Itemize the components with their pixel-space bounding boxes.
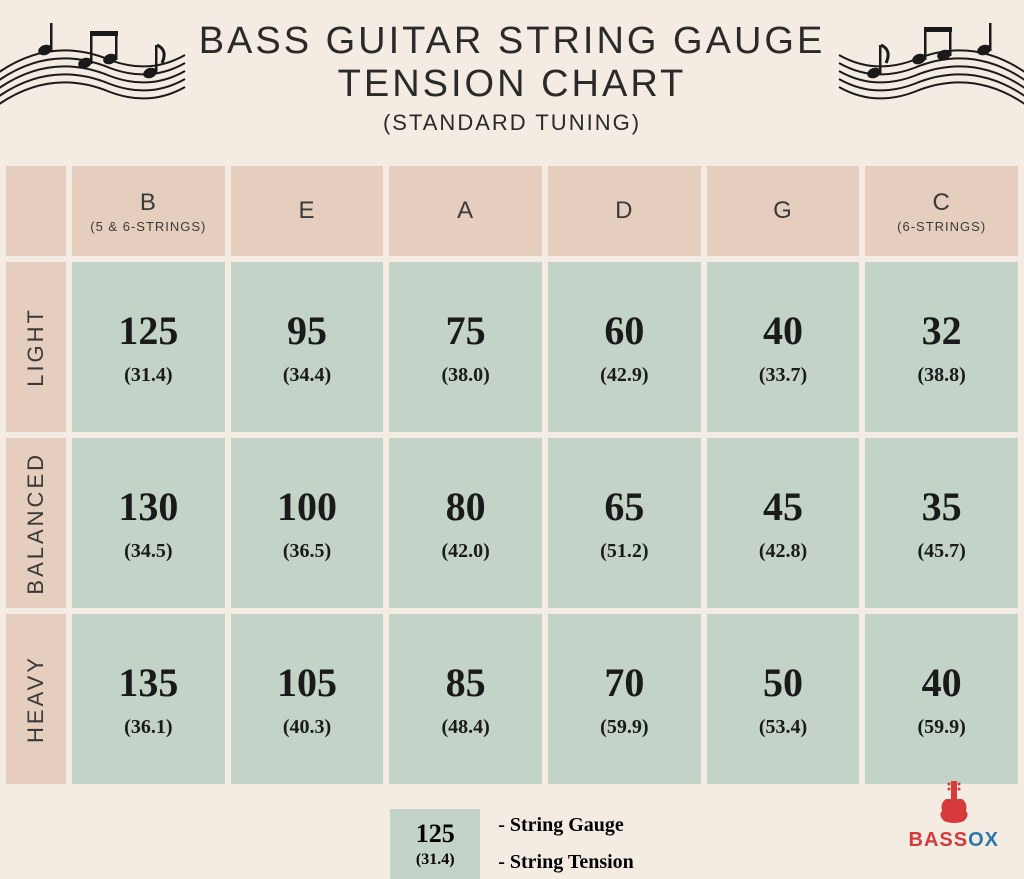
gauge-value: 35 (922, 483, 962, 530)
legend-labels: - String Gauge - String Tension (498, 814, 634, 874)
music-notes-right-icon (834, 15, 1024, 115)
column-name: D (615, 197, 633, 225)
tension-value: (42.8) (759, 540, 807, 563)
gauge-value: 50 (763, 659, 803, 706)
gauge-value: 65 (604, 483, 644, 530)
gauge-value: 130 (118, 483, 178, 530)
bass-guitar-icon (934, 779, 974, 824)
gauge-value: 75 (446, 307, 486, 354)
tension-value: (33.7) (759, 364, 807, 387)
column-header: C (6-STRINGS) (865, 166, 1018, 256)
data-cell: 60 (42.9) (548, 262, 701, 432)
row-name: BALANCED (23, 452, 49, 595)
tension-table: B (5 & 6-STRINGS) E A D G C (6-STRINGS) LIGHT 125… (0, 166, 1024, 784)
tension-value: (31.4) (124, 364, 172, 387)
legend-tension-label: - String Tension (498, 851, 634, 874)
data-cell: 95 (34.4) (231, 262, 384, 432)
column-header: D (548, 166, 701, 256)
gauge-value: 40 (922, 659, 962, 706)
column-header: E (231, 166, 384, 256)
legend-example-tension: (31.4) (416, 851, 455, 869)
column-sublabel: (5 & 6-STRINGS) (90, 219, 206, 234)
tension-value: (38.8) (918, 364, 966, 387)
column-name: B (140, 189, 157, 217)
logo-text: BASSOX (909, 829, 999, 852)
gauge-value: 40 (763, 307, 803, 354)
gauge-value: 70 (604, 659, 644, 706)
tension-value: (42.9) (600, 364, 648, 387)
gauge-value: 100 (277, 483, 337, 530)
tension-value: (59.9) (600, 716, 648, 739)
music-notes-left-icon (0, 15, 190, 115)
chart-header: BASS GUITAR STRING GAUGE TENSION CHART (… (0, 0, 1024, 136)
tension-value: (34.4) (283, 364, 331, 387)
data-cell: 75 (38.0) (389, 262, 542, 432)
row-header: BALANCED (6, 438, 66, 608)
data-cell: 85 (48.4) (389, 614, 542, 784)
tension-value: (34.5) (124, 540, 172, 563)
column-name: G (773, 197, 793, 225)
legend-gauge-label: - String Gauge (498, 814, 634, 837)
blank-corner (6, 166, 66, 256)
tension-value: (36.1) (124, 716, 172, 739)
data-cell: 70 (59.9) (548, 614, 701, 784)
tension-value: (45.7) (918, 540, 966, 563)
column-name: A (457, 197, 474, 225)
row-header: HEAVY (6, 614, 66, 784)
data-cell: 35 (45.7) (865, 438, 1018, 608)
row-name: LIGHT (23, 307, 49, 387)
gauge-value: 95 (287, 307, 327, 354)
data-cell: 80 (42.0) (389, 438, 542, 608)
column-header: A (389, 166, 542, 256)
data-cell: 105 (40.3) (231, 614, 384, 784)
data-cell: 40 (33.7) (707, 262, 860, 432)
legend-example-gauge: 125 (416, 819, 455, 849)
row-name: HEAVY (23, 655, 49, 743)
gauge-value: 85 (446, 659, 486, 706)
data-cell: 125 (31.4) (72, 262, 225, 432)
row-header: LIGHT (6, 262, 66, 432)
tension-value: (42.0) (442, 540, 490, 563)
data-cell: 50 (53.4) (707, 614, 860, 784)
tension-value: (59.9) (918, 716, 966, 739)
gauge-value: 125 (118, 307, 178, 354)
column-header: G (707, 166, 860, 256)
gauge-value: 60 (604, 307, 644, 354)
tension-value: (51.2) (600, 540, 648, 563)
gauge-value: 45 (763, 483, 803, 530)
column-sublabel: (6-STRINGS) (897, 219, 986, 234)
data-cell: 65 (51.2) (548, 438, 701, 608)
gauge-value: 32 (922, 307, 962, 354)
data-cell: 32 (38.8) (865, 262, 1018, 432)
column-name: E (298, 197, 315, 225)
column-name: C (932, 189, 950, 217)
data-cell: 45 (42.8) (707, 438, 860, 608)
tension-value: (36.5) (283, 540, 331, 563)
gauge-value: 105 (277, 659, 337, 706)
brand-logo: BASSOX (909, 779, 999, 852)
column-header: B (5 & 6-STRINGS) (72, 166, 225, 256)
data-cell: 100 (36.5) (231, 438, 384, 608)
gauge-value: 135 (118, 659, 178, 706)
tension-value: (40.3) (283, 716, 331, 739)
tension-value: (48.4) (442, 716, 490, 739)
legend-swatch: 125 (31.4) (390, 809, 480, 879)
chart-legend: 125 (31.4) - String Gauge - String Tensi… (0, 809, 1024, 879)
tension-value: (38.0) (442, 364, 490, 387)
data-cell: 40 (59.9) (865, 614, 1018, 784)
data-cell: 135 (36.1) (72, 614, 225, 784)
tension-value: (53.4) (759, 716, 807, 739)
data-cell: 130 (34.5) (72, 438, 225, 608)
gauge-value: 80 (446, 483, 486, 530)
